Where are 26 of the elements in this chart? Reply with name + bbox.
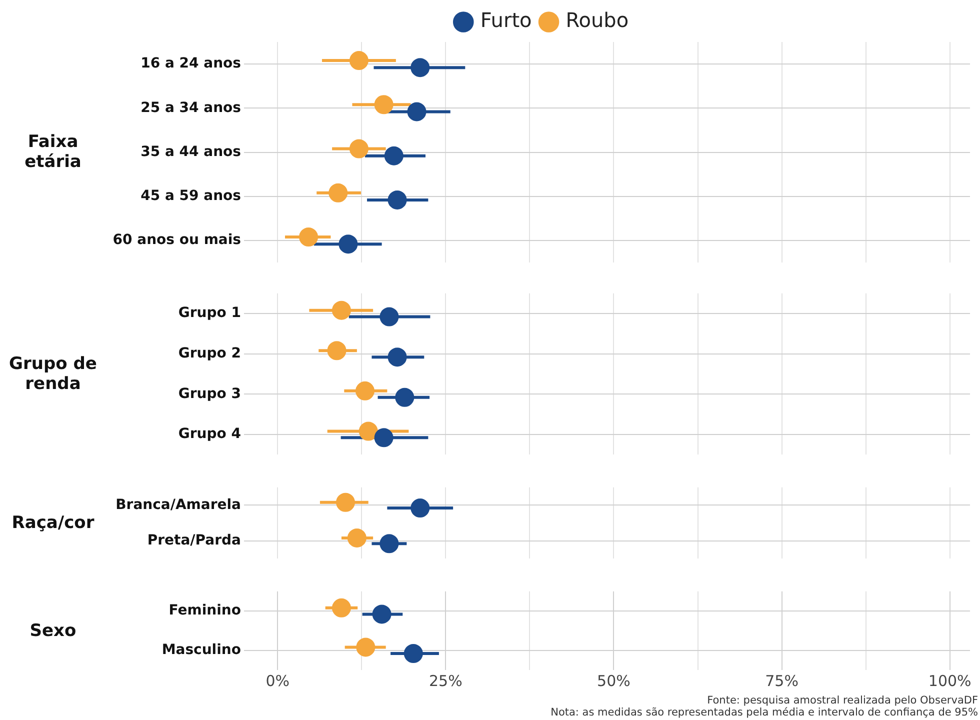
y-tick-label: 25 a 34 anos (140, 100, 241, 116)
x-tick-label: 75% (765, 672, 798, 690)
x-tick-label: 50% (597, 672, 630, 690)
y-tick-label: Masculino (162, 642, 242, 658)
y-axis-title: Faixa etária (24, 132, 82, 172)
x-tick-label: 25% (428, 672, 462, 690)
y-tick-label: 45 a 59 anos (140, 188, 241, 204)
y-axis-title: Grupo de renda (8, 354, 98, 394)
y-axis-title: Raça/cor (10, 513, 96, 533)
y-tick-label: Grupo 1 (178, 305, 241, 322)
y-axis-title: Sexo (28, 620, 78, 641)
y-tick-label: Preta/Parda (147, 532, 241, 548)
legend-label: Roubo (566, 8, 629, 32)
x-tick-label: 100% (928, 672, 972, 690)
legend-label: Furto (480, 8, 532, 32)
source-note: Fonte: pesquisa amostral realizada pelo ObservaDF (707, 694, 978, 706)
y-tick-label: 35 a 44 anos (140, 144, 241, 160)
y-tick-label: 60 anos ou mais (112, 232, 241, 248)
y-tick-label: Branca/Amarela (116, 496, 241, 513)
y-tick-label: Grupo 3 (178, 386, 241, 402)
x-tick-label: 0% (266, 672, 290, 690)
y-tick-label: Feminino (168, 602, 242, 619)
text: Nota: as medidas são representadas pela média e intervalo de confiança de 95% (550, 706, 978, 718)
y-tick-label: Grupo 4 (178, 426, 242, 442)
y-tick-label: Grupo 2 (178, 345, 241, 362)
y-tick-label: 16 a 24 anos (140, 56, 241, 72)
